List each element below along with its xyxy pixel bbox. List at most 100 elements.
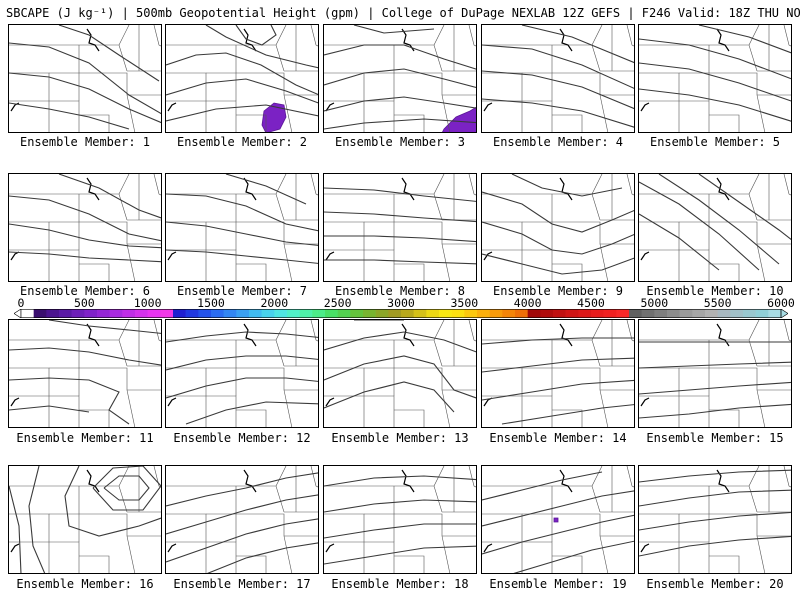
ensemble-panel-2 — [165, 24, 319, 133]
state-border — [324, 249, 395, 281]
state-border — [166, 249, 237, 281]
colorbar-tick-label: 4500 — [577, 296, 605, 310]
lake-outline — [716, 28, 730, 52]
state-border — [433, 174, 445, 195]
height-contour — [324, 381, 455, 413]
state-border — [394, 409, 425, 427]
height-contour — [482, 514, 634, 555]
coastline — [640, 102, 650, 112]
member-label: Ensemble Member: 8 — [334, 284, 466, 298]
height-contour — [513, 540, 634, 573]
height-contour — [698, 25, 791, 54]
state-border — [283, 389, 293, 427]
coastline — [10, 543, 20, 553]
state-border — [236, 555, 267, 573]
state-border — [126, 535, 136, 573]
state-border — [709, 409, 740, 427]
coastline — [325, 543, 335, 553]
height-contour — [166, 355, 318, 371]
height-contour — [324, 259, 476, 265]
colorbar-tick-label: 3000 — [387, 296, 415, 310]
state-border — [522, 72, 553, 101]
height-contour — [103, 475, 150, 501]
coastline — [167, 543, 177, 553]
colorbar-swatch — [654, 309, 668, 318]
figure-title: SBCAPE (J kg⁻¹) | 500mb Geopotential Hei… — [6, 6, 800, 20]
colorbar-swatch — [223, 309, 237, 318]
state-border — [9, 395, 80, 427]
panel-map — [324, 320, 476, 427]
state-border — [324, 513, 365, 573]
state-border — [206, 367, 237, 396]
height-contour — [639, 511, 791, 531]
height-contour — [482, 471, 603, 501]
coastline — [483, 543, 493, 553]
state-border — [552, 221, 601, 244]
colorbar-swatch — [135, 309, 148, 318]
state-border — [394, 263, 425, 281]
colorbar-tick-label: 5500 — [703, 296, 732, 310]
colorbar-swatch — [730, 309, 744, 318]
colorbar-swatch — [185, 309, 199, 318]
state-border — [283, 243, 293, 281]
height-contour — [482, 490, 634, 527]
state-border — [79, 193, 128, 221]
state-border — [79, 72, 128, 95]
colorbar-swatch — [287, 309, 300, 318]
ensemble-panel-17 — [165, 465, 319, 574]
state-border — [639, 249, 710, 281]
ensemble-panel-10 — [638, 173, 792, 282]
colorbar-swatch — [160, 309, 174, 318]
height-contour — [9, 102, 130, 130]
ensemble-panel-12 — [165, 319, 319, 428]
colorbar-max-arrow — [780, 309, 788, 318]
state-border — [468, 466, 476, 488]
colorbar-tick-label: 3500 — [450, 296, 479, 310]
colorbar-swatch — [667, 309, 680, 318]
state-border — [310, 25, 318, 47]
state-border — [324, 221, 365, 281]
height-contour — [166, 78, 318, 104]
colorbar-swatch — [527, 309, 541, 318]
state-border — [236, 263, 267, 281]
state-border — [283, 94, 293, 132]
state-border — [679, 513, 710, 542]
ensemble-panel-9 — [481, 173, 635, 282]
state-border — [709, 114, 740, 132]
height-contour — [639, 469, 791, 483]
height-contour — [482, 191, 634, 233]
colorbar-swatch — [274, 309, 288, 318]
state-border — [639, 100, 710, 132]
state-border — [79, 263, 110, 281]
coastline — [10, 397, 20, 407]
colorbar-tick-label: 4000 — [513, 296, 542, 310]
state-border — [626, 320, 634, 342]
coastline — [10, 102, 20, 112]
panel-map — [166, 25, 318, 132]
member-label: Ensemble Member: 19 — [489, 577, 627, 591]
ensemble-panel-1 — [8, 24, 162, 133]
state-border — [9, 513, 50, 573]
state-border — [394, 72, 443, 95]
height-contour — [501, 404, 634, 425]
state-border — [748, 320, 760, 341]
colorbar-swatch — [464, 309, 478, 318]
height-contour — [324, 523, 476, 539]
state-border — [126, 94, 136, 132]
height-contour — [639, 489, 791, 507]
state-border — [394, 44, 443, 72]
state-border — [709, 367, 758, 390]
state-border — [639, 72, 680, 132]
colorbar-swatch — [743, 309, 756, 318]
state-border — [552, 114, 583, 132]
state-border — [441, 389, 451, 427]
height-contour — [166, 377, 318, 399]
height-contour — [482, 253, 634, 275]
state-border — [275, 320, 287, 341]
state-border — [709, 72, 758, 95]
state-border — [433, 466, 445, 487]
coastline — [167, 397, 177, 407]
state-border — [79, 114, 110, 132]
state-border — [394, 485, 443, 513]
state-border — [166, 395, 237, 427]
